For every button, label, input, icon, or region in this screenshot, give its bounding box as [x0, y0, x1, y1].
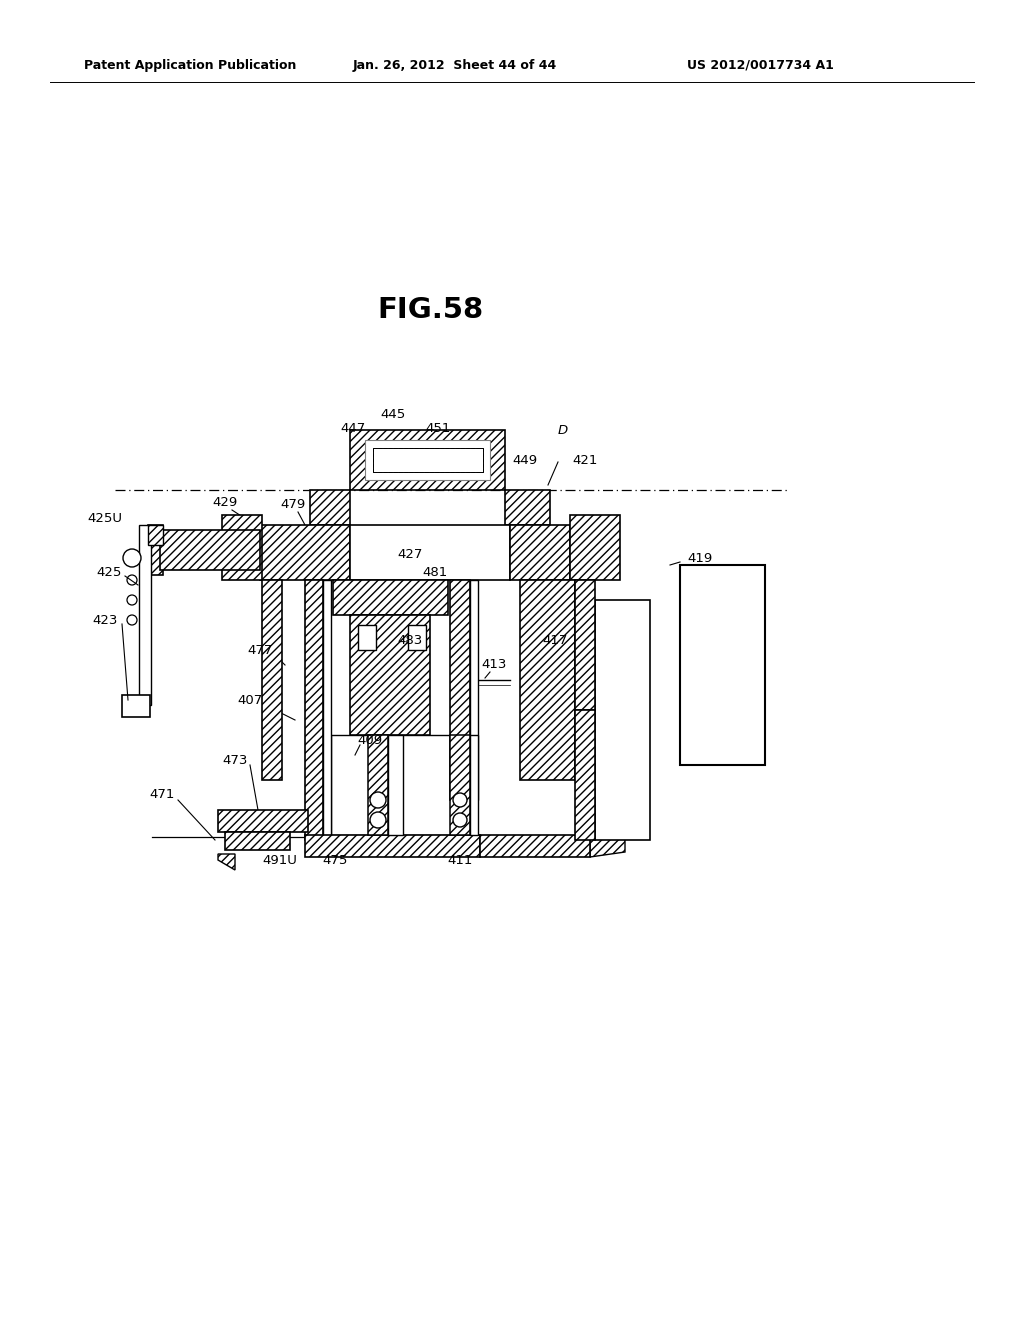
Text: 417: 417: [543, 634, 567, 647]
Bar: [408, 624, 426, 649]
Bar: [139, 525, 151, 705]
Circle shape: [453, 793, 467, 807]
Bar: [350, 525, 510, 579]
Bar: [470, 579, 478, 800]
Text: 413: 413: [481, 659, 507, 672]
Text: FIG.58: FIG.58: [377, 296, 483, 323]
Text: 425: 425: [96, 566, 122, 579]
Text: 447: 447: [340, 421, 366, 434]
Text: 419: 419: [687, 552, 713, 565]
Circle shape: [370, 792, 386, 808]
Text: US 2012/0017734 A1: US 2012/0017734 A1: [686, 58, 834, 71]
Circle shape: [127, 576, 137, 585]
Bar: [148, 525, 163, 545]
Bar: [480, 836, 590, 857]
Bar: [262, 579, 282, 780]
Polygon shape: [218, 854, 234, 870]
Bar: [520, 579, 575, 780]
Bar: [358, 624, 376, 649]
Bar: [575, 710, 595, 840]
Text: 481: 481: [422, 565, 447, 578]
Bar: [222, 515, 262, 579]
Text: 483: 483: [397, 634, 423, 647]
Bar: [570, 515, 620, 579]
Polygon shape: [590, 836, 625, 857]
Bar: [148, 525, 163, 576]
Bar: [575, 579, 595, 710]
Text: 421: 421: [572, 454, 598, 466]
Text: 475: 475: [323, 854, 348, 866]
Circle shape: [370, 812, 386, 828]
Text: D: D: [558, 424, 568, 437]
Circle shape: [127, 615, 137, 624]
Text: 445: 445: [380, 408, 406, 421]
Text: 477: 477: [248, 644, 273, 656]
Bar: [305, 836, 480, 857]
Text: 491U: 491U: [262, 854, 297, 866]
Bar: [350, 430, 505, 490]
Bar: [680, 565, 765, 766]
Bar: [122, 696, 150, 717]
Text: 473: 473: [222, 754, 248, 767]
Circle shape: [127, 595, 137, 605]
Text: 423: 423: [92, 614, 118, 627]
Bar: [331, 735, 451, 836]
Text: 425U: 425U: [87, 512, 122, 525]
Bar: [260, 525, 350, 579]
Bar: [470, 735, 478, 836]
Bar: [218, 810, 308, 832]
Circle shape: [523, 681, 537, 696]
Circle shape: [523, 620, 537, 635]
Bar: [310, 490, 350, 525]
Circle shape: [523, 591, 537, 605]
Bar: [510, 525, 570, 579]
Text: 451: 451: [425, 421, 451, 434]
Circle shape: [453, 813, 467, 828]
Circle shape: [399, 593, 407, 599]
Bar: [225, 832, 290, 850]
Bar: [305, 579, 323, 840]
Text: 449: 449: [512, 454, 538, 466]
Text: 409: 409: [357, 734, 383, 747]
Text: 479: 479: [281, 499, 305, 511]
Text: 407: 407: [238, 693, 263, 706]
Bar: [505, 490, 550, 525]
Bar: [368, 735, 388, 836]
Text: 471: 471: [150, 788, 175, 801]
Bar: [350, 615, 430, 735]
Bar: [388, 735, 403, 836]
Bar: [595, 601, 650, 840]
Bar: [450, 735, 470, 836]
Bar: [323, 579, 331, 840]
Circle shape: [123, 549, 141, 568]
Circle shape: [523, 651, 537, 665]
Text: 427: 427: [397, 549, 423, 561]
Bar: [373, 447, 483, 473]
Bar: [450, 579, 470, 800]
Text: 429: 429: [212, 496, 238, 510]
Bar: [365, 440, 490, 480]
Bar: [333, 579, 449, 615]
Text: Patent Application Publication: Patent Application Publication: [84, 58, 296, 71]
Text: 411: 411: [447, 854, 473, 866]
Text: Jan. 26, 2012  Sheet 44 of 44: Jan. 26, 2012 Sheet 44 of 44: [353, 58, 557, 71]
Bar: [160, 531, 260, 570]
